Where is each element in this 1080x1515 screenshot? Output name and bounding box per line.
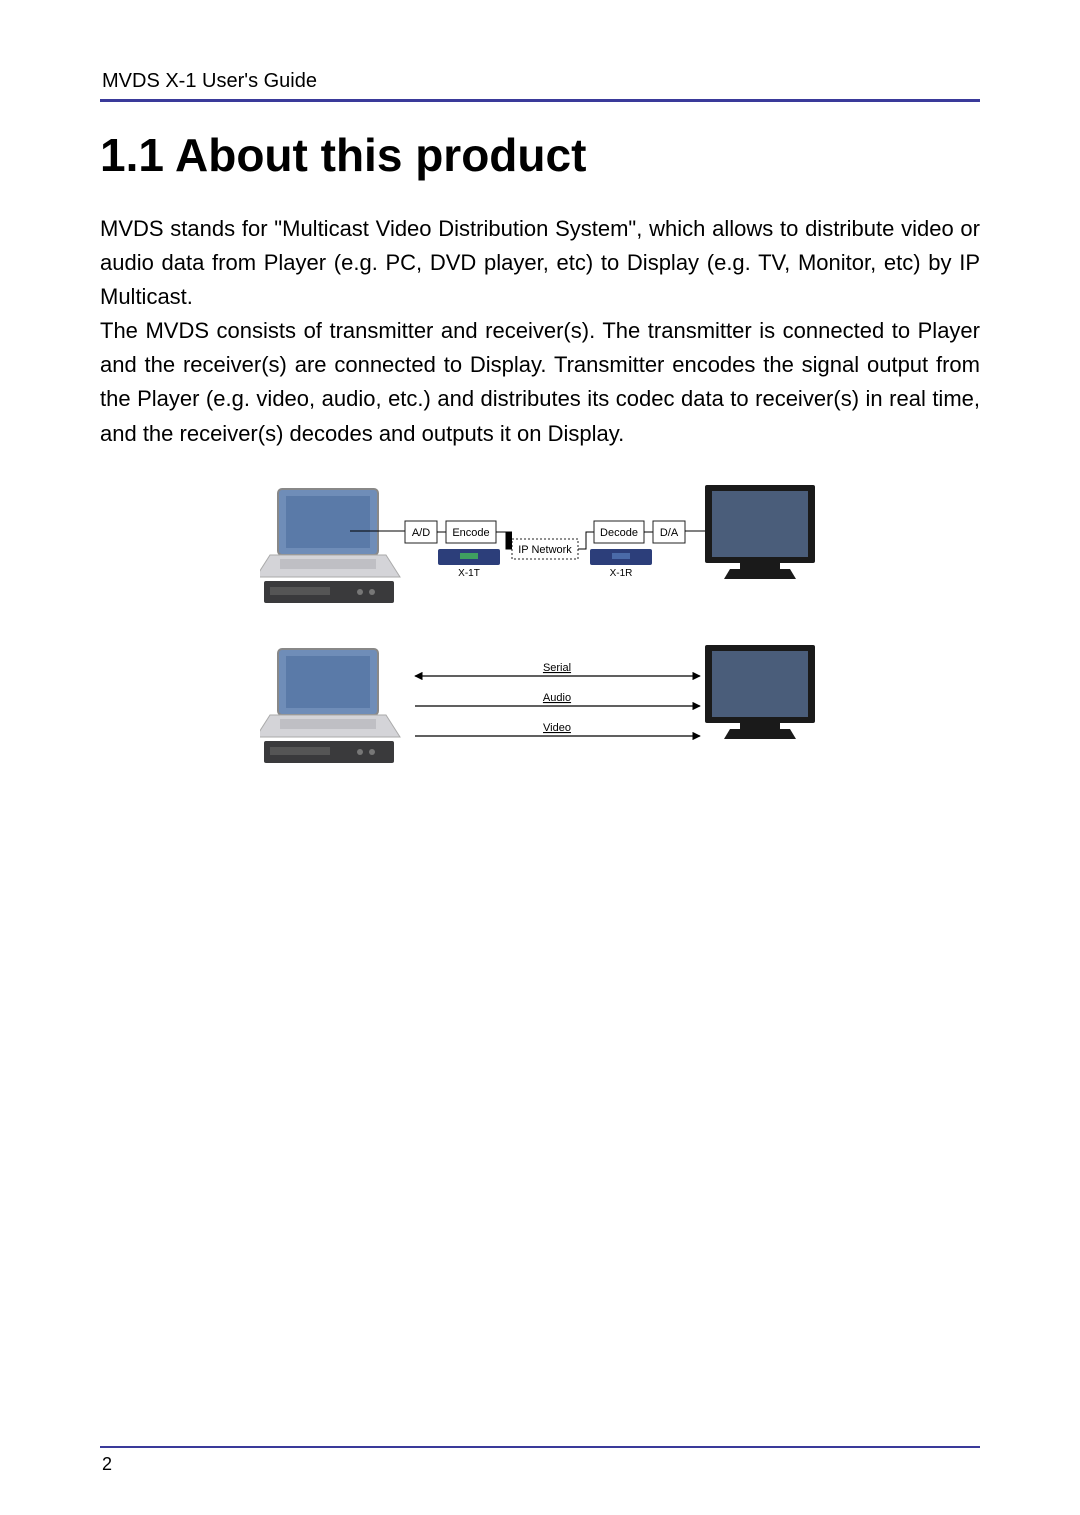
section-title: 1.1 About this product — [100, 128, 980, 182]
laptop-icon-2 — [260, 649, 400, 737]
decode-label: Decode — [600, 527, 638, 539]
body-paragraph: MVDS stands for "Multicast Video Distrib… — [100, 212, 980, 451]
header-rule — [100, 99, 980, 102]
tv-icon — [705, 485, 815, 579]
ad-label: A/D — [412, 527, 430, 539]
page: MVDS X-1 User's Guide 1.1 About this pro… — [0, 0, 1080, 1515]
serial-label: Serial — [543, 662, 571, 674]
dvd-player-icon — [264, 581, 394, 603]
tv-icon-2 — [705, 645, 815, 739]
encode-label: Encode — [452, 527, 489, 539]
running-header: MVDS X-1 User's Guide — [100, 70, 980, 97]
footer-rule — [100, 1446, 980, 1448]
header-text: MVDS X-1 User's Guide — [102, 70, 317, 92]
system-diagram: A/D Encode X-1T IP Network Decode — [260, 481, 820, 801]
audio-label: Audio — [543, 692, 571, 704]
da-label: D/A — [660, 527, 679, 539]
page-number: 2 — [100, 1454, 980, 1475]
dvd-player-icon-2 — [264, 741, 394, 763]
diagram-container: A/D Encode X-1T IP Network Decode — [100, 481, 980, 801]
x1t-label: X-1T — [458, 568, 480, 579]
laptop-icon — [260, 489, 400, 577]
video-label: Video — [543, 722, 571, 734]
footer: 2 — [100, 1446, 980, 1475]
ip-label: IP Network — [518, 544, 572, 556]
x1r-label: X-1R — [610, 568, 633, 579]
